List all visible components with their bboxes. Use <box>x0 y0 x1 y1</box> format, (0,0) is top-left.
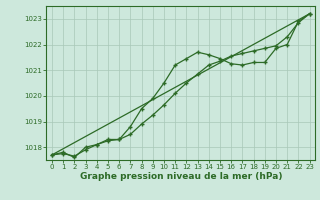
X-axis label: Graphe pression niveau de la mer (hPa): Graphe pression niveau de la mer (hPa) <box>80 172 282 181</box>
